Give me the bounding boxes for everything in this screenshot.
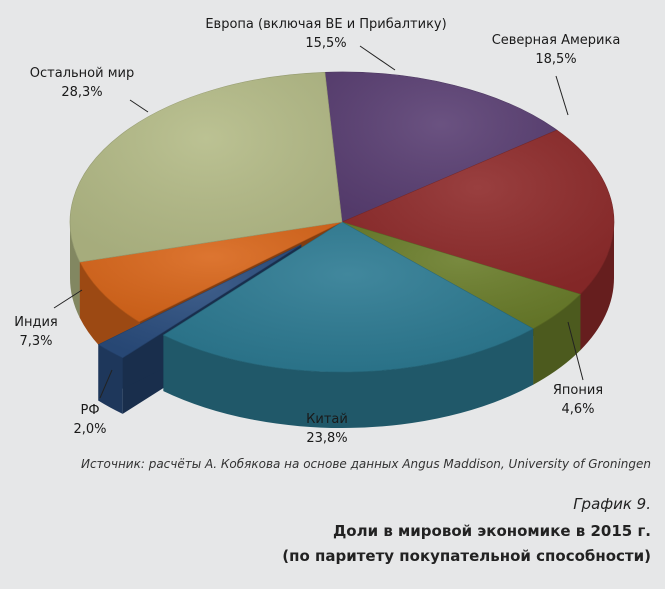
slice-value-рф: 2,0%	[73, 422, 106, 437]
slice-label-европа-включая-ве-и-прибалтику: Европа (включая ВЕ и Прибалтику)	[205, 17, 446, 32]
slice-label-остальной-мир: Остальной мир	[30, 66, 134, 81]
slice-value-северная-америка: 18,5%	[535, 52, 576, 67]
chart-caption: График 9. Доли в мировой экономике в 201…	[282, 495, 651, 569]
slice-label-индия: Индия	[14, 315, 57, 330]
figure-number: График 9.	[573, 495, 651, 513]
slice-value-япония: 4,6%	[561, 402, 594, 417]
slice-value-индия: 7,3%	[19, 334, 52, 349]
slice-side-китай-0	[163, 328, 534, 428]
leader-line-остальной-мир	[129, 99, 149, 113]
slice-value-китай: 23,8%	[306, 431, 347, 446]
leader-line-индия	[53, 289, 83, 309]
slice-label-китай: Китай	[306, 412, 348, 427]
slice-label-северная-америка: Северная Америка	[492, 33, 621, 48]
chart-source: Источник: расчёты А. Кобякова на основе …	[80, 457, 651, 471]
leader-line-европа-включая-ве-и-прибалтику	[359, 45, 396, 71]
figure-title-line1: Доли в мировой экономике в 2015 г.	[332, 522, 651, 540]
slice-label-япония: Япония	[553, 383, 603, 398]
pie-chart-svg: Европа (включая ВЕ и Прибалтику) 15,5% Сев…	[14, 17, 621, 446]
slice-value-остальной-мир: 28,3%	[61, 85, 102, 100]
slice-side-рф-0	[98, 344, 123, 414]
leader-line-япония	[567, 321, 584, 381]
leader-line-северная-америка	[555, 75, 569, 116]
slice-value-европа-включая-ве-и-прибалтику: 15,5%	[305, 36, 346, 51]
pie-chart: Европа (включая ВЕ и Прибалтику) 15,5% Сев…	[14, 17, 621, 446]
figure-title-line2: (по паритету покупательной способности)	[282, 547, 651, 565]
slice-label-рф: РФ	[80, 403, 99, 418]
leader-line-рф	[99, 369, 113, 399]
